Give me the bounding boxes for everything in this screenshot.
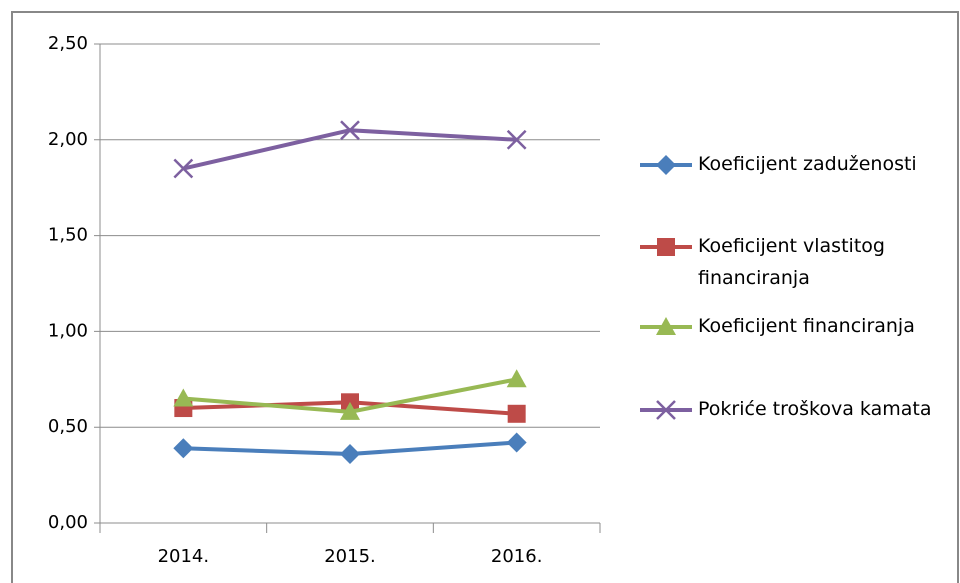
series-line bbox=[182, 128, 517, 171]
marker bbox=[173, 438, 194, 459]
marker bbox=[340, 444, 360, 465]
marker bbox=[340, 401, 360, 420]
marker bbox=[506, 129, 527, 150]
legend-label: Koeficijent financiranja bbox=[698, 315, 915, 337]
legend-label: Koeficijent zaduženosti bbox=[698, 153, 917, 175]
marker bbox=[173, 388, 194, 407]
marker bbox=[173, 158, 194, 179]
marker bbox=[657, 238, 675, 256]
y-tick-label: 0,00 bbox=[48, 512, 88, 533]
x-tick-label: 2016. bbox=[491, 546, 543, 567]
x-tick-label: 2014. bbox=[158, 546, 210, 567]
marker bbox=[656, 155, 676, 175]
marker bbox=[506, 369, 527, 388]
legend-label: Koeficijent vlastitog financiranja bbox=[698, 235, 885, 289]
y-tick-label: 0,50 bbox=[48, 416, 88, 437]
y-tick-label: 2,00 bbox=[48, 129, 88, 150]
chart-frame bbox=[11, 11, 959, 583]
marker bbox=[506, 432, 527, 453]
marker bbox=[507, 404, 526, 423]
y-tick-label: 1,50 bbox=[48, 225, 88, 246]
x-tick-label: 2015. bbox=[324, 546, 376, 567]
marker bbox=[656, 317, 676, 335]
y-tick-label: 1,00 bbox=[48, 320, 88, 341]
marker bbox=[340, 120, 360, 141]
legend-label: Pokriće troškova kamata bbox=[698, 398, 932, 420]
y-tick-label: 2,50 bbox=[48, 33, 88, 54]
marker bbox=[656, 400, 676, 420]
